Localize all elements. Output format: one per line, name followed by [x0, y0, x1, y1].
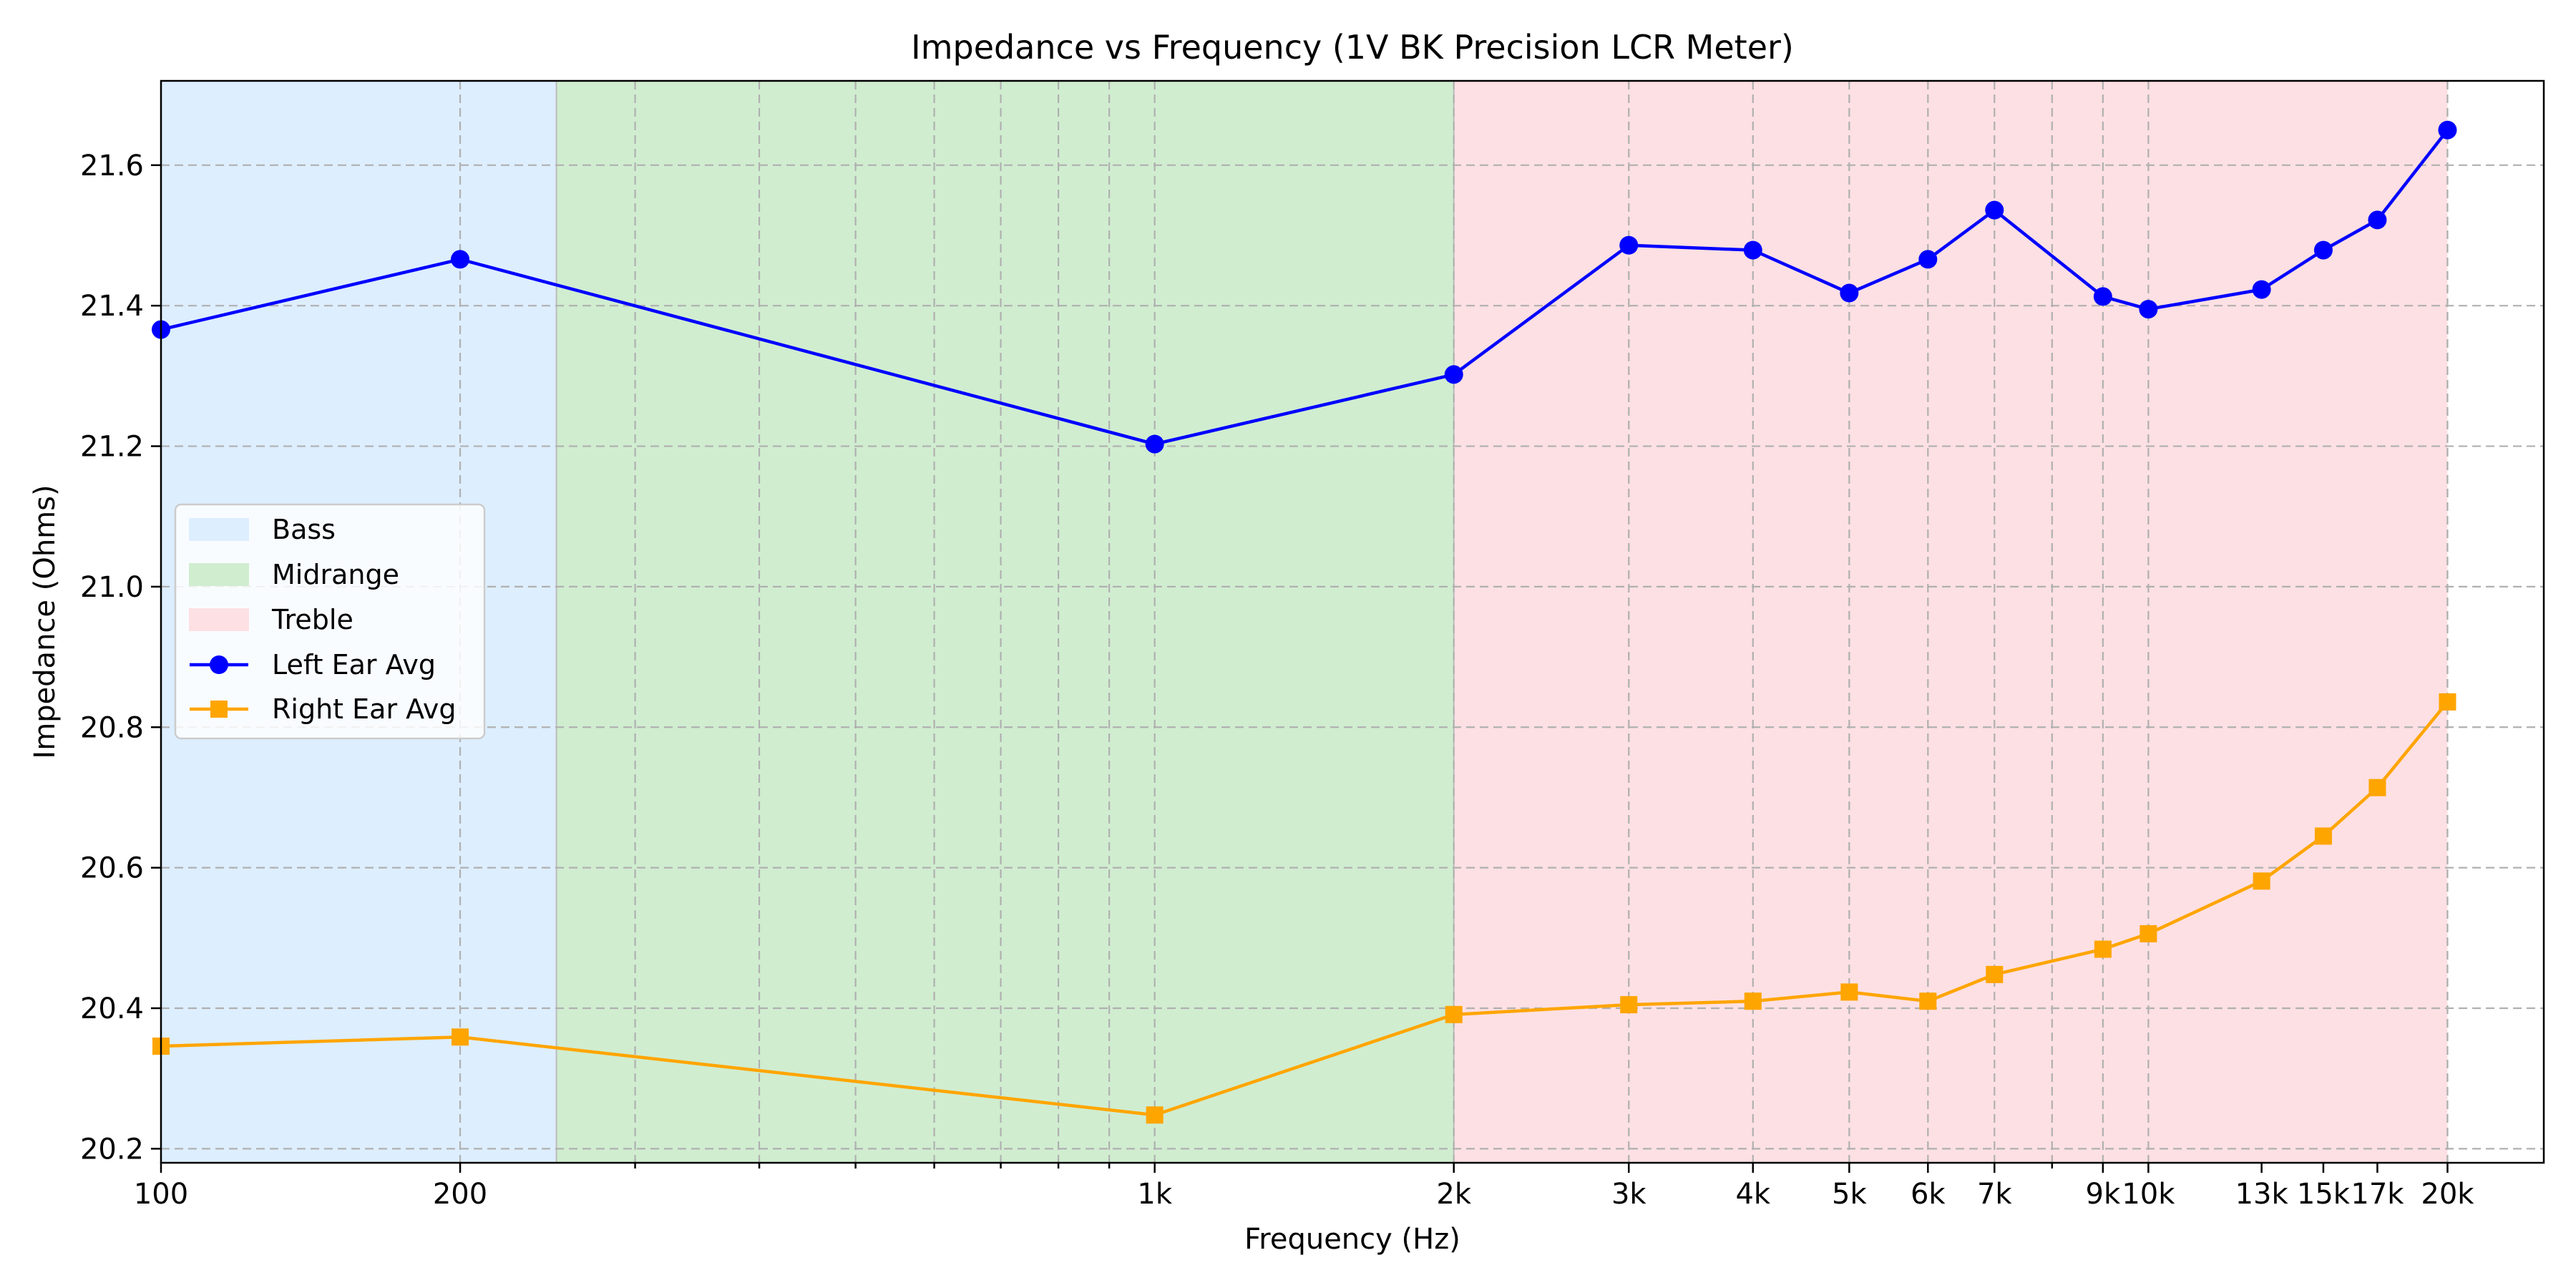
legend-marker-right-ear-avg	[210, 701, 228, 718]
left-ear-avg-point	[1619, 235, 1639, 255]
y-tick-label: 21.0	[80, 571, 144, 604]
x-tick-label: 6k	[1911, 1178, 1946, 1211]
legend-swatch-bass	[189, 518, 249, 541]
right-ear-avg-point	[1986, 965, 2004, 983]
x-tick-label: 20k	[2421, 1178, 2474, 1211]
right-ear-avg-point	[1445, 1005, 1463, 1023]
left-ear-avg-point	[1918, 250, 1938, 269]
legend-item-bass: Bass	[189, 514, 336, 545]
x-tick-label: 9k	[2086, 1178, 2121, 1211]
legend-label-treble: Treble	[271, 604, 353, 635]
x-axis-ticks: 100 200 1k 2k 3k 4k 5k 6k 7k 9k 10k 13k 15k 17k 20k	[134, 1163, 2474, 1211]
legend-label-left-ear-avg: Left Ear Avg	[272, 649, 436, 680]
legend-item-left-ear-avg: Left Ear Avg	[190, 649, 436, 680]
data-series	[152, 120, 2457, 1124]
legend: Bass Midrange Treble Left Ear Avg Right Ear …	[174, 503, 486, 740]
right-ear-avg-point	[1919, 992, 1937, 1010]
left-ear-avg-point	[2252, 280, 2271, 299]
x-tick-label: 2k	[1436, 1178, 1471, 1211]
legend-swatch-treble	[189, 608, 249, 631]
legend-swatch-midrange	[189, 563, 249, 586]
legend-item-midrange: Midrange	[189, 559, 399, 590]
left-ear-avg-point	[1743, 240, 1762, 260]
left-ear-avg-point	[2438, 120, 2457, 140]
x-tick-label: 10k	[2122, 1178, 2175, 1211]
legend-item-treble: Treble	[189, 604, 353, 635]
x-tick-label: 7k	[1977, 1178, 2012, 1211]
band-treble	[1453, 81, 2448, 1163]
right-ear-avg-point	[2368, 779, 2386, 796]
x-tick-label: 17k	[2351, 1178, 2404, 1211]
right-ear-avg-point	[2140, 924, 2157, 942]
y-tick-label: 20.2	[80, 1133, 144, 1166]
left-ear-avg-point	[2313, 240, 2333, 260]
left-ear-avg-point	[451, 250, 470, 269]
y-tick-label: 20.8	[80, 711, 144, 744]
legend-item-right-ear-avg: Right Ear Avg	[190, 693, 457, 725]
legend-label-midrange: Midrange	[272, 559, 399, 590]
left-ear-avg-point	[1840, 283, 1859, 303]
right-ear-avg-point	[1620, 996, 1638, 1014]
right-ear-avg-point	[1840, 983, 1858, 1001]
y-tick-label: 21.4	[80, 290, 144, 323]
y-tick-label: 20.6	[80, 852, 144, 885]
x-tick-label: 15k	[2297, 1178, 2351, 1211]
legend-box	[174, 503, 486, 740]
x-tick-label: 4k	[1735, 1178, 1770, 1211]
y-tick-label: 21.2	[80, 431, 144, 464]
series-left-ear-avg	[152, 120, 2457, 454]
left-ear-avg-point	[2139, 300, 2158, 319]
right-ear-avg-point	[452, 1028, 469, 1046]
right-ear-avg-point	[2439, 693, 2457, 711]
right-ear-avg-point	[1744, 992, 1762, 1010]
x-tick-label: 5k	[1832, 1178, 1867, 1211]
left-ear-avg-point	[2368, 210, 2387, 230]
frequency-bands	[161, 81, 2448, 1163]
series-right-ear-avg	[152, 693, 2457, 1124]
chart-title: Impedance vs Frequency (1V BK Precision …	[911, 28, 1794, 67]
band-midrange	[556, 81, 1454, 1163]
x-axis-label: Frequency (Hz)	[1244, 1223, 1460, 1256]
y-tick-label: 20.4	[80, 992, 144, 1025]
plot-frame	[160, 79, 2545, 1164]
right-ear-avg-point	[2314, 827, 2332, 845]
right-ear-avg-point	[2094, 940, 2112, 958]
right-ear-avg-point	[1146, 1106, 1163, 1124]
x-tick-label: 100	[134, 1178, 188, 1211]
left-ear-avg-point	[1444, 365, 1463, 384]
left-ear-avg-point	[1985, 200, 2004, 220]
x-tick-label: 13k	[2235, 1178, 2289, 1211]
y-axis-ticks: 20.2 20.4 20.6 20.8 21.0 21.2 21.4 21.6	[80, 150, 161, 1166]
x-tick-label: 200	[433, 1178, 487, 1211]
left-ear-avg-point	[1145, 434, 1164, 454]
x-tick-label: 3k	[1611, 1178, 1646, 1211]
legend-label-bass: Bass	[272, 514, 336, 545]
left-ear-avg-point	[2093, 287, 2112, 306]
right-ear-avg-point	[2253, 872, 2270, 890]
y-axis-label: Impedance (Ohms)	[29, 484, 62, 758]
y-tick-label: 21.6	[80, 150, 144, 182]
legend-marker-left-ear-avg	[210, 655, 228, 674]
x-tick-label: 1k	[1137, 1178, 1172, 1211]
legend-label-right-ear-avg: Right Ear Avg	[272, 693, 457, 725]
